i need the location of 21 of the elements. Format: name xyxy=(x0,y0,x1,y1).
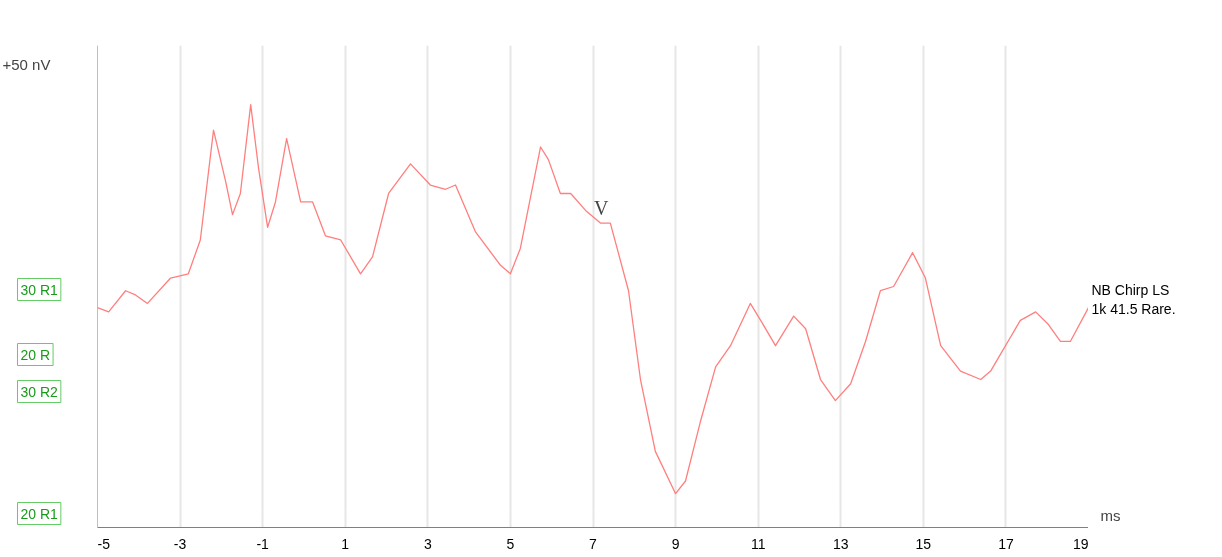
x-tick-label: 11 xyxy=(750,535,766,552)
x-tick-label: -5 xyxy=(97,535,111,552)
text: 20 R1 xyxy=(20,505,59,522)
x-tick-label: 15 xyxy=(915,535,932,552)
x-tick-label: 3 xyxy=(423,535,432,552)
x-tick-label: 7 xyxy=(589,535,598,552)
x-tick-label: 5 xyxy=(506,535,515,552)
text: 30 R2 xyxy=(20,383,59,400)
text: 30 R1 xyxy=(20,281,59,298)
x-tick-label: 13 xyxy=(832,535,849,552)
x-tick-label: -1 xyxy=(256,535,270,552)
annotation: V xyxy=(594,197,610,220)
x-tick-label: -3 xyxy=(173,535,187,552)
x-tick-label: 17 xyxy=(998,535,1014,552)
x-axis-title: ms xyxy=(1100,506,1121,524)
x-tick-label: 9 xyxy=(671,535,680,552)
x-tick-label: 1 xyxy=(341,535,350,552)
x-tick-label: 19 xyxy=(1072,535,1089,552)
series-label: NB Chirp LS 1k 41.5 Rare. xyxy=(1091,282,1176,318)
text: 20 R xyxy=(20,346,51,363)
text: +50 nV xyxy=(2,55,51,73)
